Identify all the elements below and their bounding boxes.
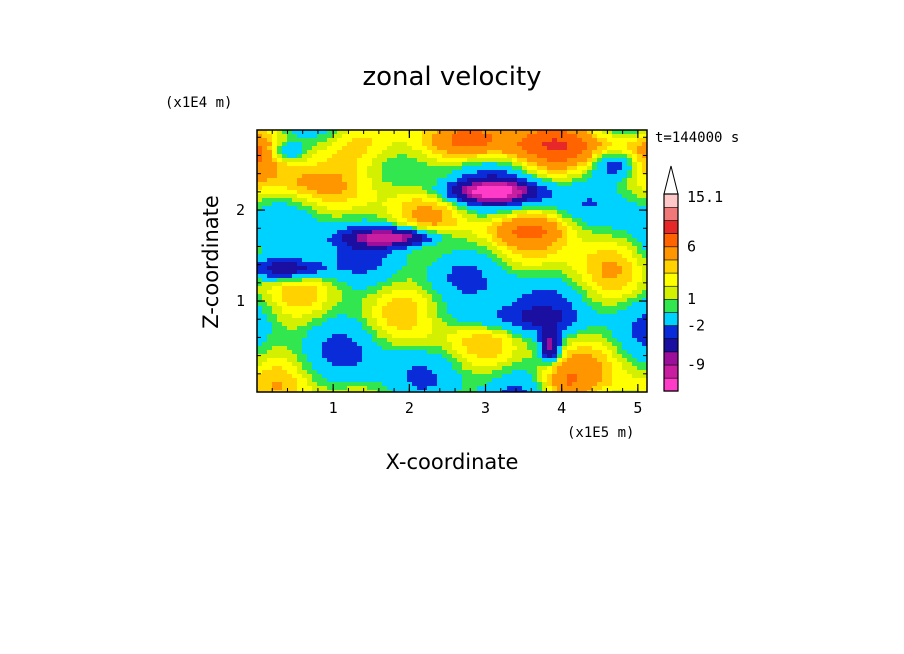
x-axis-label: X-coordinate	[386, 450, 519, 474]
colorbar-segment	[663, 338, 679, 353]
colorbar-segment	[663, 219, 679, 234]
colorbar-tick-label: -9	[687, 356, 705, 374]
x-unit-label: (x1E5 m)	[567, 425, 634, 441]
plot-frame	[256, 129, 648, 393]
y-tick-label: 1	[236, 292, 245, 310]
x-tick-label: 3	[481, 399, 490, 417]
colorbar-segment	[663, 351, 679, 366]
colorbar	[663, 165, 679, 392]
x-axis-ticks: 1 2 3 4 5	[271, 130, 642, 417]
colorbar-segment	[663, 298, 679, 313]
colorbar-segment	[663, 246, 679, 261]
colorbar-segment	[663, 272, 679, 287]
colorbar-tick-label: 1	[687, 290, 696, 308]
colorbar-segment	[663, 259, 679, 274]
x-tick-label: 5	[633, 399, 642, 417]
x-tick-label: 2	[405, 399, 414, 417]
colorbar-segment	[663, 193, 679, 208]
colorbar-segment	[663, 206, 679, 221]
colorbar-tick-label: -2	[687, 316, 705, 334]
contour-field	[257, 130, 647, 392]
x-tick-label: 4	[557, 399, 566, 417]
colorbar-segment	[663, 233, 679, 248]
colorbar-segment	[663, 325, 679, 340]
colorbar-segment	[663, 364, 679, 379]
colorbar-segment	[663, 285, 679, 300]
colorbar-tick-label: 6	[687, 238, 696, 256]
x-tick-label: 1	[329, 399, 338, 417]
colorbar-segment	[663, 377, 679, 392]
y-tick-label: 2	[236, 201, 245, 219]
y-unit-label: (x1E4 m)	[165, 95, 232, 111]
time-label: t=144000 s	[655, 130, 739, 146]
chart-title: zonal velocity	[362, 62, 541, 92]
colorbar-labels: 15.1 6 1 -2 -9	[687, 188, 723, 374]
colorbar-segment	[663, 311, 679, 326]
y-axis-label: Z-coordinate	[199, 195, 223, 329]
colorbar-tick-label: 15.1	[687, 188, 723, 206]
y-axis-ticks: 12	[236, 136, 647, 375]
colorbar-overflow-arrow	[663, 165, 679, 195]
